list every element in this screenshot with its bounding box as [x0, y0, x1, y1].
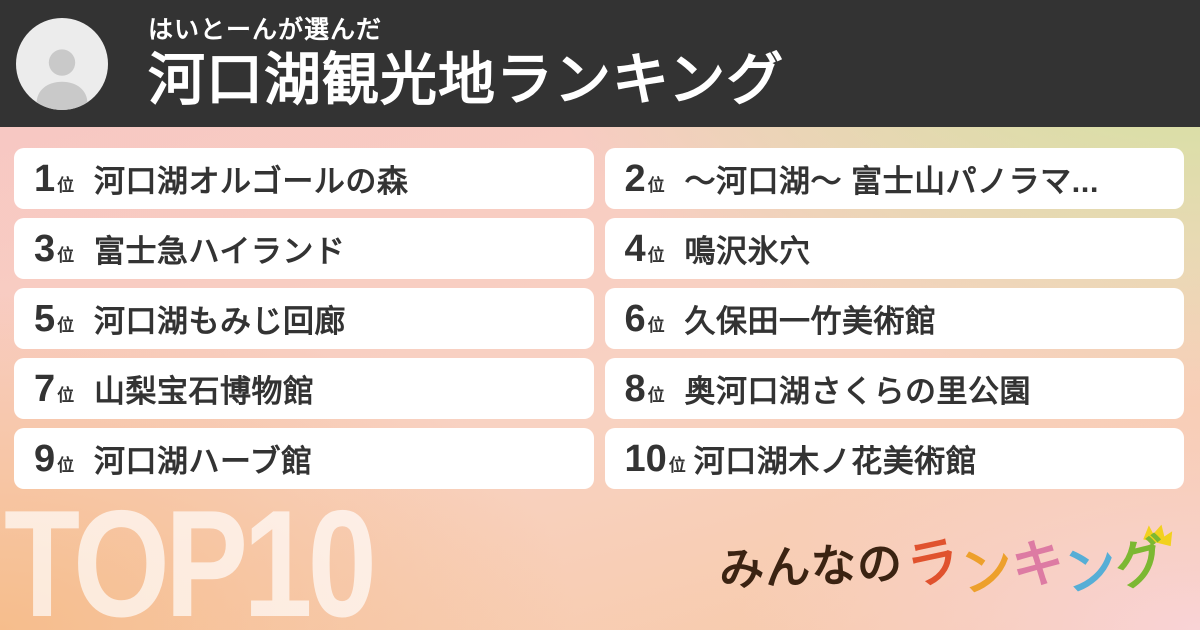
logo-char: キ	[1008, 533, 1067, 597]
rank-badge: 1 位	[34, 160, 86, 198]
item-name: 久保田一竹美術館	[684, 304, 937, 339]
rank-badge: 3 位	[34, 230, 86, 268]
page-title: 河口湖観光地ランキング	[148, 48, 785, 112]
rank-badge: 9 位	[34, 440, 86, 478]
rank-suffix: 位	[647, 245, 665, 265]
rank-suffix: 位	[57, 385, 75, 405]
rank-number: 7	[34, 367, 56, 410]
rank-suffix: 位	[647, 175, 665, 195]
header-subtitle: はいとーんが選んだ	[148, 16, 383, 44]
ranking-item[interactable]: 2 位 〜河口湖〜 富士山パノラマ...	[604, 148, 1184, 209]
ranking-item[interactable]: 5 位 河口湖もみじ回廊	[14, 288, 594, 349]
ranking-item[interactable]: 4 位 鳴沢氷穴	[604, 218, 1184, 279]
header-text: はいとーんが選んだ 河口湖観光地ランキング	[148, 18, 784, 109]
rank-badge: 10 位	[625, 440, 686, 478]
rank-number: 4	[624, 227, 646, 270]
rank-suffix: 位	[668, 455, 686, 475]
ranking-item[interactable]: 8 位 奥河口湖さくらの里公園	[604, 358, 1184, 419]
rank-suffix: 位	[647, 315, 665, 335]
rank-suffix: 位	[57, 245, 75, 265]
header: はいとーんが選んだ 河口湖観光地ランキング	[0, 0, 1200, 127]
rank-badge: 4 位	[625, 230, 677, 268]
rank-badge: 8 位	[625, 370, 677, 408]
logo-prefix: みんなの	[718, 537, 904, 596]
site-logo: みんなの ランキング	[718, 524, 1174, 604]
rank-number: 1	[34, 157, 56, 200]
rank-badge: 5 位	[34, 300, 86, 338]
item-name: 〜河口湖〜 富士山パノラマ...	[684, 164, 1099, 199]
item-name: 鳴沢氷穴	[684, 234, 811, 269]
item-name: 河口湖木ノ花美術館	[693, 444, 978, 479]
ranking-item[interactable]: 3 位 富士急ハイランド	[14, 218, 594, 279]
rank-suffix: 位	[57, 455, 75, 475]
item-name: 奥河口湖さくらの里公園	[684, 374, 1031, 409]
rank-number: 8	[624, 367, 646, 410]
rank-number: 5	[34, 297, 56, 340]
rank-badge: 7 位	[34, 370, 86, 408]
ranking-item[interactable]: 9 位 河口湖ハーブ館	[14, 428, 594, 489]
item-name: 河口湖オルゴールの森	[94, 164, 409, 199]
item-name: 河口湖ハーブ館	[94, 444, 313, 479]
avatar	[16, 17, 108, 110]
ranking-item[interactable]: 10 位 河口湖木ノ花美術館	[604, 428, 1184, 489]
logo-char: ン	[956, 537, 1018, 604]
rank-number: 2	[624, 157, 646, 200]
item-name: 河口湖もみじ回廊	[94, 304, 346, 339]
item-name: 山梨宝石博物館	[94, 374, 315, 409]
rank-suffix: 位	[57, 315, 75, 335]
ranking-grid: 1 位 河口湖オルゴールの森 2 位 〜河口湖〜 富士山パノラマ... 3 位 …	[14, 148, 1184, 489]
logo-colored: ランキング	[902, 524, 1174, 604]
logo-char: ラ	[902, 530, 965, 598]
ranking-item[interactable]: 1 位 河口湖オルゴールの森	[14, 148, 594, 209]
crown-icon	[1143, 524, 1173, 547]
rank-number: 9	[34, 437, 56, 480]
item-name: 富士急ハイランド	[94, 234, 346, 269]
rank-suffix: 位	[57, 175, 75, 195]
top10-watermark: TOP10	[4, 479, 377, 630]
rank-number: 10	[624, 437, 667, 480]
ranking-item[interactable]: 6 位 久保田一竹美術館	[604, 288, 1184, 349]
rank-number: 6	[624, 297, 646, 340]
rank-badge: 6 位	[625, 300, 677, 338]
rank-badge: 2 位	[625, 160, 677, 198]
ranking-item[interactable]: 7 位 山梨宝石博物館	[14, 358, 594, 419]
rank-suffix: 位	[647, 385, 665, 405]
user-silhouette-icon	[36, 48, 88, 110]
rank-number: 3	[34, 227, 56, 270]
